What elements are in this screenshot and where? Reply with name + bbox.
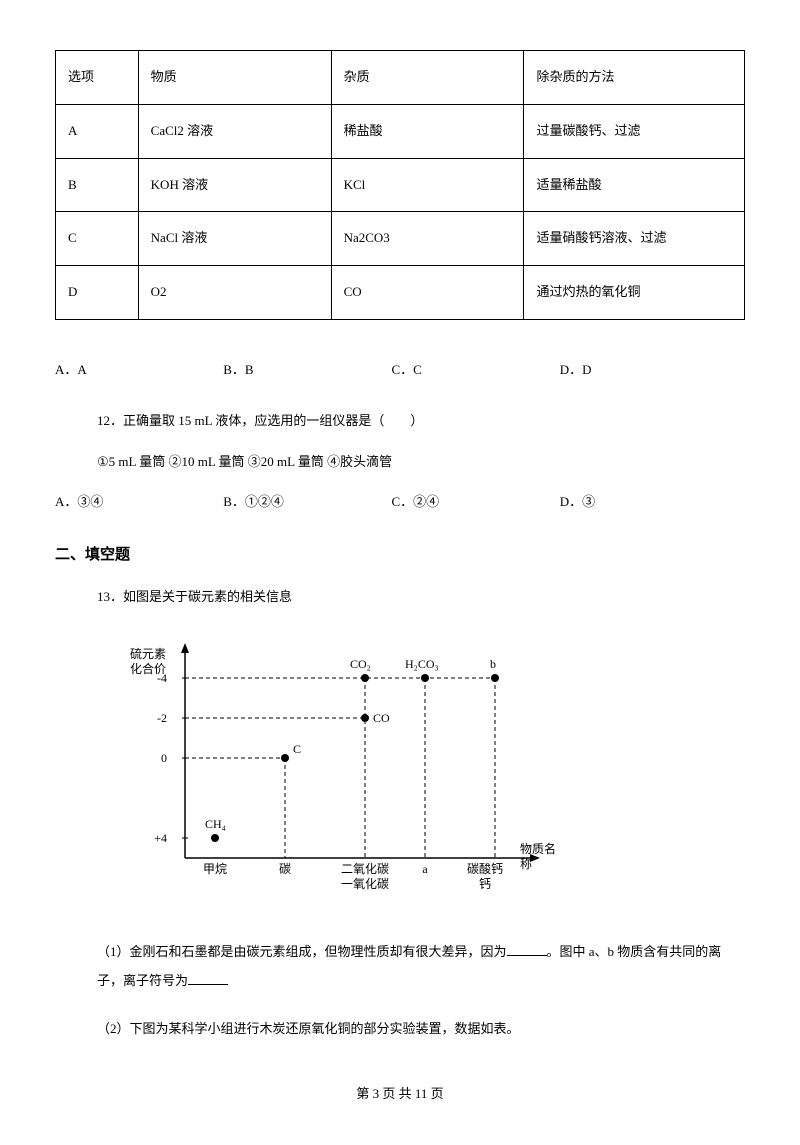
- valence-chart: 硫元素 化合价 -4 -2 0 +4 物质名 称 CH₄ C: [125, 638, 565, 898]
- cell: 通过灼热的氧化铜: [524, 266, 745, 320]
- q12-items: ①5 mL 量筒 ②10 mL 量筒 ③20 mL 量筒 ④胶头滴管: [97, 452, 745, 473]
- label-co: CO: [373, 711, 390, 725]
- option-c: C．C: [392, 360, 557, 381]
- label-co2: CO₂: [350, 657, 371, 671]
- xlabel-gai: 钙: [479, 877, 491, 891]
- cell: D: [56, 266, 139, 320]
- cell: 稀盐酸: [331, 104, 524, 158]
- cell: Na2CO3: [331, 212, 524, 266]
- table-row: A CaCl2 溶液 稀盐酸 过量碳酸钙、过滤: [56, 104, 745, 158]
- ytick-0: 0: [161, 751, 167, 765]
- ytick-m2: -2: [157, 711, 167, 725]
- table-header-row: 选项 物质 杂质 除杂质的方法: [56, 51, 745, 105]
- xlabel-eryang: 二氧化碳: [341, 862, 389, 876]
- page-footer: 第 3 页 共 11 页: [55, 1084, 745, 1105]
- xlabel-tansuan: 碳酸钙: [467, 861, 503, 876]
- ytick-m4: -4: [157, 671, 167, 685]
- blank-2: [188, 972, 228, 985]
- label-c: C: [293, 742, 301, 756]
- option-c: C．②④: [392, 492, 557, 513]
- cell: KOH 溶液: [138, 158, 331, 212]
- table-row: D O2 CO 通过灼热的氧化铜: [56, 266, 745, 320]
- label-b: b: [490, 657, 496, 671]
- cell: 过量碳酸钙、过滤: [524, 104, 745, 158]
- cell: 适量稀盐酸: [524, 158, 745, 212]
- table-row: C NaCl 溶液 Na2CO3 适量硝酸钙溶液、过滤: [56, 212, 745, 266]
- header-impurity: 杂质: [331, 51, 524, 105]
- x-label-1: 物质名: [520, 841, 556, 856]
- cell: CaCl2 溶液: [138, 104, 331, 158]
- x-label-2: 称: [520, 857, 532, 871]
- cell: A: [56, 104, 139, 158]
- header-substance: 物质: [138, 51, 331, 105]
- q13-part1-text-a: （1）金刚石和石墨都是由碳元素组成，但物理性质却有很大差异，因为: [97, 944, 507, 959]
- cell: B: [56, 158, 139, 212]
- label-h2co3: H₂CO₃: [405, 657, 439, 671]
- ytick-p4: +4: [154, 831, 167, 845]
- section-2-title: 二、填空题: [55, 543, 745, 567]
- option-d: D．D: [560, 360, 592, 381]
- blank-1: [507, 943, 547, 956]
- impurity-table: 选项 物质 杂质 除杂质的方法 A CaCl2 溶液 稀盐酸 过量碳酸钙、过滤 …: [55, 50, 745, 320]
- point-c: [281, 754, 289, 762]
- option-b: B．①②④: [223, 492, 388, 513]
- q11-options: A．A B．B C．C D．D: [55, 360, 745, 381]
- option-b: B．B: [223, 360, 388, 381]
- y-label-1: 硫元素: [130, 646, 166, 661]
- point-ch4: [211, 834, 219, 842]
- option-d: D．③: [560, 492, 595, 513]
- cell: CO: [331, 266, 524, 320]
- cell: O2: [138, 266, 331, 320]
- option-a: A．A: [55, 360, 220, 381]
- point-co: [361, 714, 369, 722]
- label-ch4: CH₄: [205, 817, 226, 831]
- xlabel-a: a: [422, 862, 428, 876]
- cell: NaCl 溶液: [138, 212, 331, 266]
- point-b: [491, 674, 499, 682]
- q13-part2: （2）下图为某科学小组进行木炭还原氧化铜的部分实验装置，数据如表。: [97, 1015, 745, 1044]
- option-a: A．③④: [55, 492, 220, 513]
- header-method: 除杂质的方法: [524, 51, 745, 105]
- chart-svg: 硫元素 化合价 -4 -2 0 +4 物质名 称 CH₄ C: [125, 638, 565, 898]
- q12-options: A．③④ B．①②④ C．②④ D．③: [55, 492, 745, 513]
- cell: C: [56, 212, 139, 266]
- table-row: B KOH 溶液 KCl 适量稀盐酸: [56, 158, 745, 212]
- cell: 适量硝酸钙溶液、过滤: [524, 212, 745, 266]
- cell: KCl: [331, 158, 524, 212]
- q13-stem: 13．如图是关于碳元素的相关信息: [97, 587, 745, 608]
- q12-stem: 12．正确量取 15 mL 液体，应选用的一组仪器是（ ）: [97, 411, 745, 432]
- xlabel-yiyang: 一氧化碳: [341, 877, 389, 891]
- xlabel-jiawang: 甲烷: [203, 862, 227, 876]
- q13-part1: （1）金刚石和石墨都是由碳元素组成，但物理性质却有很大差异，因为。图中 a、b …: [97, 938, 745, 995]
- xlabel-tan: 碳: [279, 862, 291, 876]
- point-h2co3: [421, 674, 429, 682]
- point-co2: [361, 674, 369, 682]
- header-option: 选项: [56, 51, 139, 105]
- y-arrow: [181, 643, 189, 653]
